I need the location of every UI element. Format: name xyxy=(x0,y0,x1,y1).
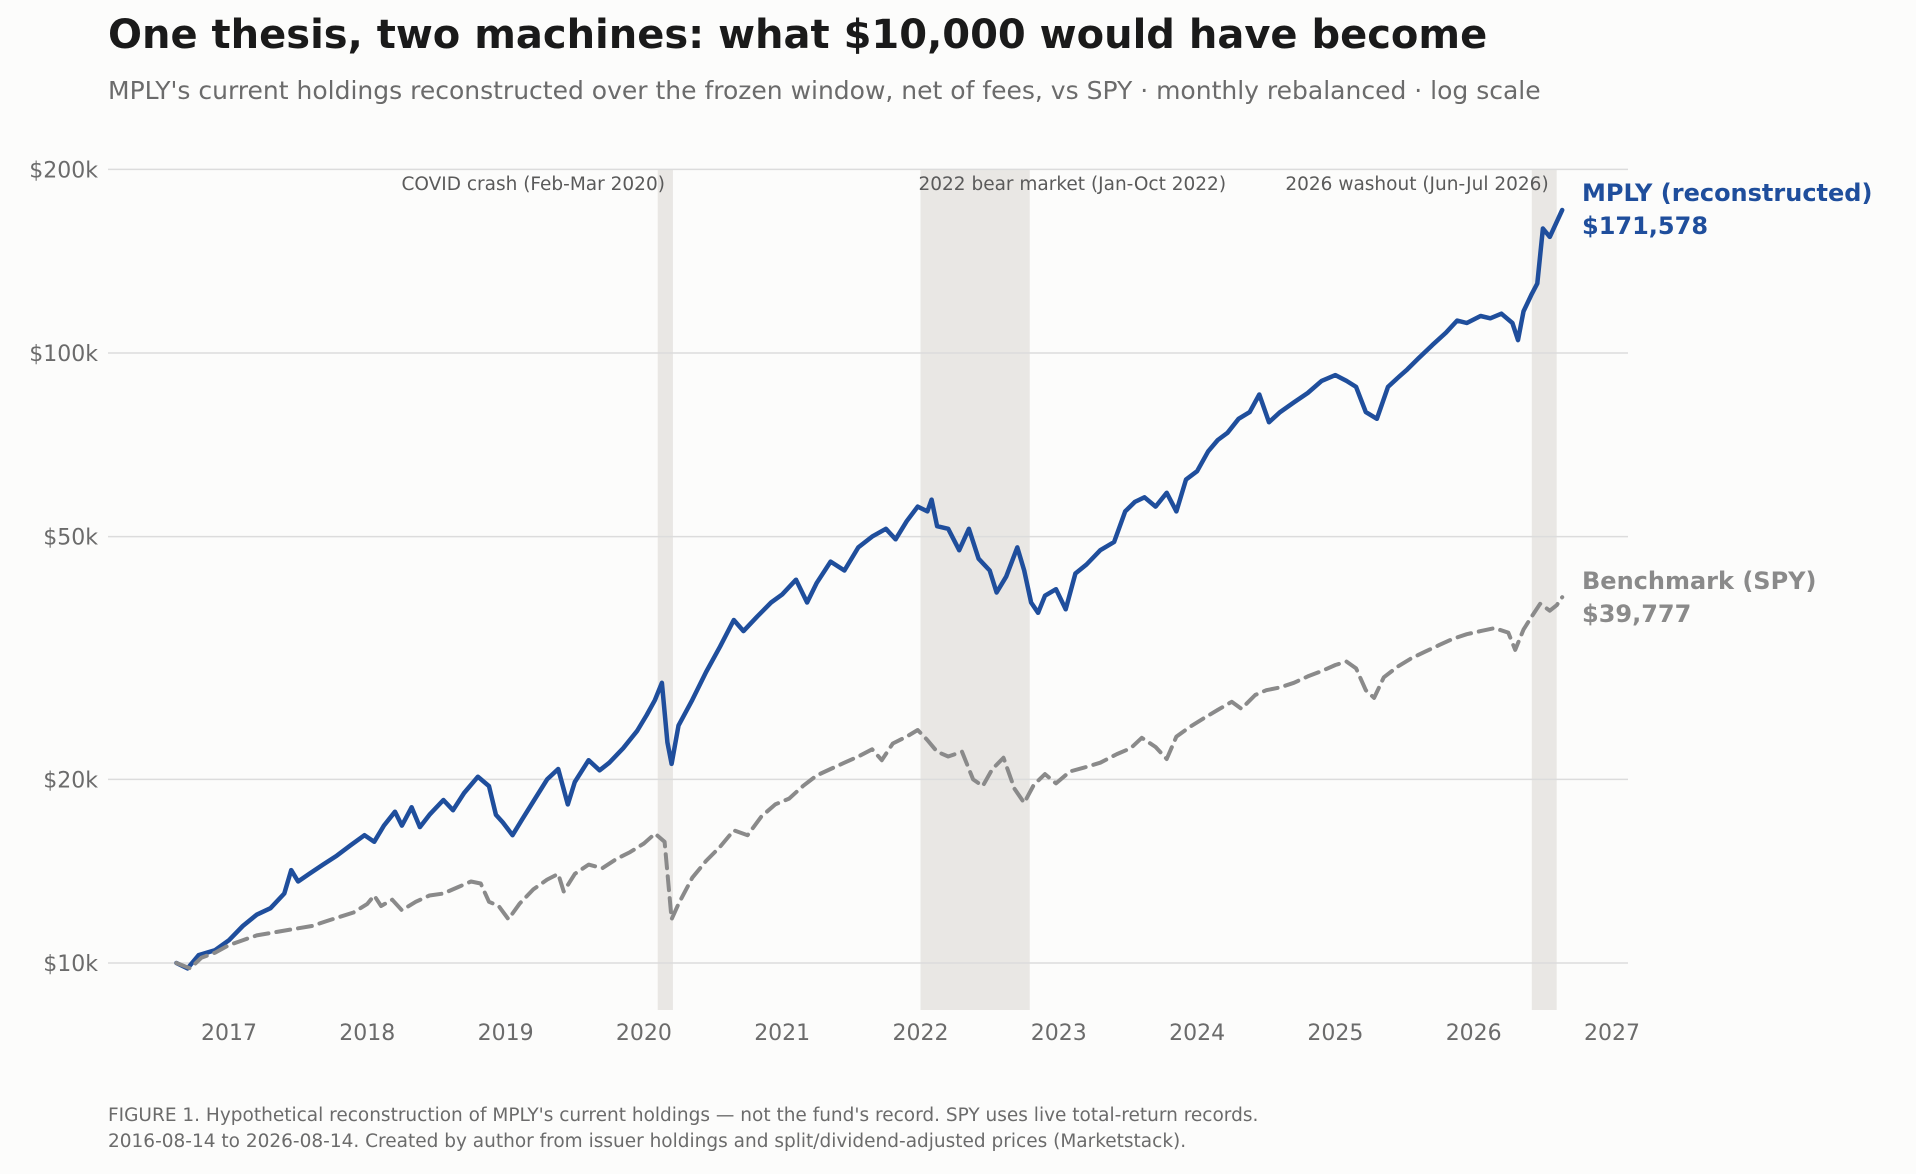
x-tick-label: 2018 xyxy=(339,1021,395,1046)
x-axis-ticks: 2017 2018 2019 2020 2021 2022 2023 2024 2025 2026… xyxy=(201,1021,1640,1046)
gridlines xyxy=(108,168,1628,964)
caption-line-2: 2016-08-14 to 2026-08-14. Created by aut… xyxy=(108,1131,1187,1152)
x-tick-label: 2027 xyxy=(1584,1021,1640,1046)
y-tick-label: $100k xyxy=(29,342,98,367)
shaded-periods xyxy=(657,170,1557,1010)
caption-line-1: FIGURE 1. Hypothetical reconstruction of… xyxy=(108,1105,1259,1126)
x-tick-label: 2019 xyxy=(478,1021,534,1046)
x-tick-label: 2017 xyxy=(201,1021,257,1046)
series-lines xyxy=(174,207,1565,971)
x-tick-label: 2026 xyxy=(1446,1021,1502,1046)
mply-end-value: $171,578 xyxy=(1582,212,1708,240)
chart-subtitle: MPLY's current holdings reconstructed ov… xyxy=(108,76,1541,105)
period-annotation-0: COVID crash (Feb-Mar 2020) xyxy=(401,174,664,195)
x-tick-label: 2021 xyxy=(754,1021,810,1046)
figure-caption: FIGURE 1. Hypothetical reconstruction of… xyxy=(108,1103,1258,1155)
shaded-period-0 xyxy=(657,170,673,1010)
chart-title: One thesis, two machines: what $10,000 w… xyxy=(108,12,1488,58)
y-tick-label: $10k xyxy=(43,952,98,977)
period-annotations: COVID crash (Feb-Mar 2020) 2022 bear mark… xyxy=(401,174,1548,195)
period-annotation-1: 2022 bear market (Jan-Oct 2022) xyxy=(919,174,1227,195)
shaded-period-2 xyxy=(1531,170,1557,1010)
spy-series-line xyxy=(174,595,1565,971)
y-tick-label: $200k xyxy=(29,158,98,183)
period-annotation-2: 2026 washout (Jun-Jul 2026) xyxy=(1285,174,1548,195)
y-tick-label: $50k xyxy=(43,526,98,551)
mply-series-label: MPLY (reconstructed) xyxy=(1582,179,1872,207)
x-tick-label: 2020 xyxy=(616,1021,672,1046)
mply-series-line xyxy=(174,207,1565,971)
shaded-period-1 xyxy=(920,170,1030,1010)
y-axis-ticks: $10k $20k $50k $100k $200k xyxy=(29,158,98,977)
x-tick-label: 2022 xyxy=(893,1021,949,1046)
x-tick-label: 2024 xyxy=(1169,1021,1225,1046)
spy-series-label: Benchmark (SPY) xyxy=(1582,567,1817,595)
x-tick-label: 2025 xyxy=(1307,1021,1363,1046)
spy-end-value: $39,777 xyxy=(1582,600,1691,628)
y-tick-label: $20k xyxy=(43,768,98,793)
x-tick-label: 2023 xyxy=(1031,1021,1087,1046)
end-labels: MPLY (reconstructed) $171,578 Benchmark (S… xyxy=(1582,179,1872,628)
